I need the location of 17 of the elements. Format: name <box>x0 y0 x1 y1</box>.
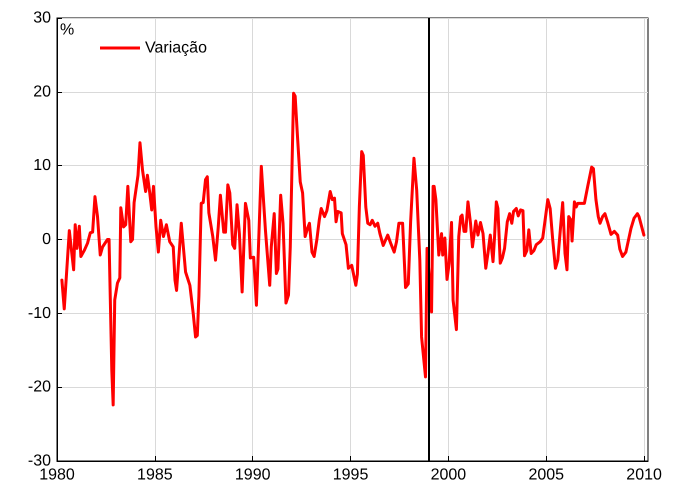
y-tick-label: 0 <box>42 231 52 248</box>
x-tick-label: 1995 <box>332 466 368 484</box>
x-tick-label: 1990 <box>234 466 271 484</box>
legend-label: Variação <box>145 40 208 56</box>
x-tick-label: 2010 <box>626 466 662 484</box>
y-tick-label: -20 <box>28 378 52 396</box>
y-tick-label: 20 <box>33 83 52 100</box>
line-series <box>60 92 646 406</box>
y-tick-label: -30 <box>28 452 52 470</box>
x-tick-label: 1980 <box>39 466 75 484</box>
y-axis-title: % <box>60 22 74 38</box>
y-tick-label: 10 <box>33 157 52 174</box>
y-tick-label: 30 <box>33 10 52 26</box>
y-tick-label: -10 <box>28 304 52 322</box>
x-tick-label: 2000 <box>430 466 466 484</box>
x-tick-label: 2005 <box>528 466 564 484</box>
x-tick-label: 1985 <box>137 466 173 484</box>
